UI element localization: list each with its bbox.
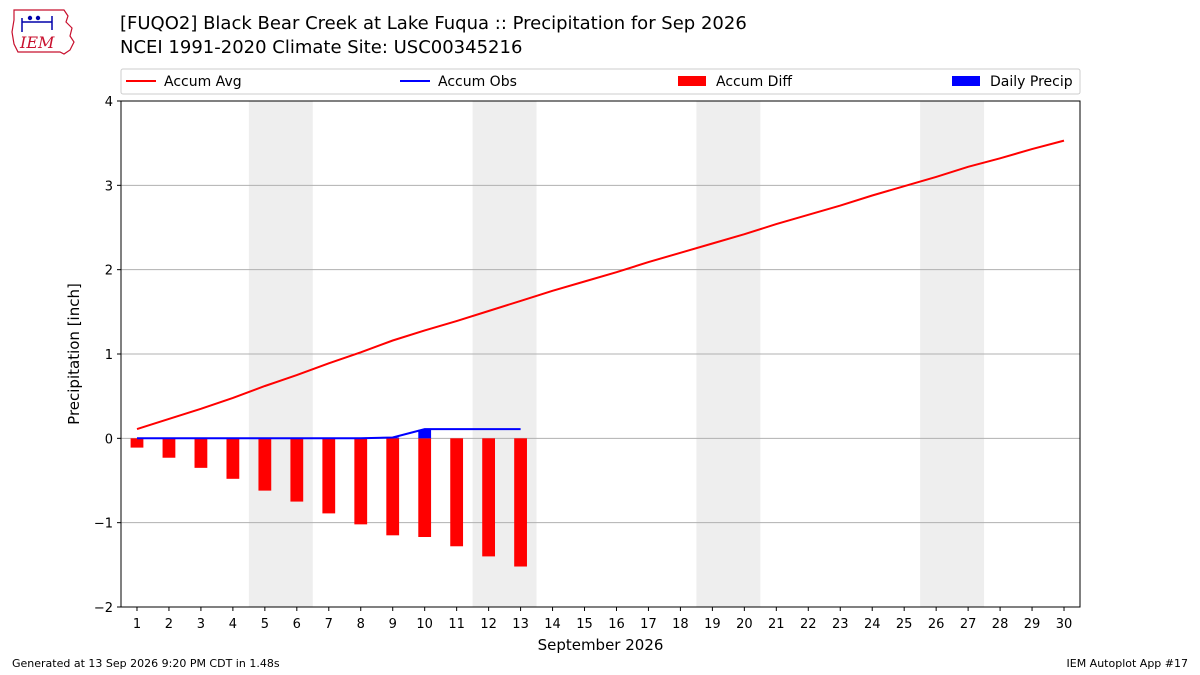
y-tick-label: 1 xyxy=(105,348,113,363)
x-tick-label: 18 xyxy=(672,617,689,632)
accum-diff-bar xyxy=(450,438,464,547)
y-tick-label: 2 xyxy=(105,264,113,279)
legend-label: Daily Precip xyxy=(990,74,1073,90)
accum-diff-bar xyxy=(386,438,400,536)
accum-diff-bar xyxy=(226,438,240,479)
accum-avg-line xyxy=(136,139,1065,431)
x-tick-label: 6 xyxy=(293,617,301,632)
y-tick-label: 0 xyxy=(105,432,113,447)
x-tick-label: 14 xyxy=(544,617,561,632)
x-tick-label: 16 xyxy=(608,617,625,632)
accum-obs-line xyxy=(137,428,521,440)
accum-diff-bar xyxy=(258,438,272,491)
x-tick-label: 5 xyxy=(261,617,269,632)
legend-box xyxy=(120,68,1081,95)
y-tick-label: 4 xyxy=(105,95,113,110)
legend-label: Accum Diff xyxy=(716,74,792,90)
x-tick-label: 8 xyxy=(357,617,365,632)
x-tick-label: 20 xyxy=(736,617,753,632)
chart-title: [FUQO2] Black Bear Creek at Lake Fuqua :… xyxy=(120,13,747,34)
accum-diff-bar xyxy=(290,438,304,502)
x-tick-label: 21 xyxy=(768,617,785,632)
logo-text: IEM xyxy=(19,33,55,52)
x-tick-label: 10 xyxy=(416,617,433,632)
legend-swatch xyxy=(952,76,980,86)
iem-logo: IEM xyxy=(11,9,75,55)
x-tick-label: 9 xyxy=(389,617,397,632)
x-tick-label: 26 xyxy=(928,617,945,632)
legend-label: Accum Avg xyxy=(164,74,242,90)
x-tick-label: 25 xyxy=(896,617,913,632)
x-tick-label: 7 xyxy=(325,617,333,632)
accum-diff-bar xyxy=(322,438,336,514)
accum-diff-bar xyxy=(354,438,368,525)
x-tick-label: 4 xyxy=(229,617,237,632)
x-tick-label: 27 xyxy=(960,617,977,632)
x-tick-label: 29 xyxy=(1024,617,1041,632)
x-tick-label: 23 xyxy=(832,617,849,632)
accum-diff-bar xyxy=(514,438,527,567)
daily-precip-bar xyxy=(386,437,400,439)
legend-swatch xyxy=(678,76,706,86)
accum-diff-bar xyxy=(482,438,496,557)
x-tick-label: 19 xyxy=(704,617,721,632)
plot-frame xyxy=(120,100,1081,608)
y-tick-label: −2 xyxy=(94,601,113,616)
x-axis-label: September 2026 xyxy=(538,636,664,654)
accum-diff-bar xyxy=(130,438,144,448)
x-tick-label: 2 xyxy=(165,617,173,632)
weekend-shade xyxy=(248,101,313,607)
app-note: IEM Autoplot App #17 xyxy=(1066,657,1189,670)
weekend-shade xyxy=(472,101,537,607)
x-tick-label: 1 xyxy=(133,617,141,632)
x-tick-label: 24 xyxy=(864,617,881,632)
legend-label: Accum Obs xyxy=(438,74,517,90)
x-tick-label: 28 xyxy=(992,617,1009,632)
x-tick-label: 3 xyxy=(197,617,205,632)
daily-precip-bar xyxy=(418,429,432,439)
x-tick-label: 12 xyxy=(480,617,497,632)
accum-diff-bar xyxy=(162,438,176,458)
x-tick-label: 17 xyxy=(640,617,657,632)
y-tick-label: 3 xyxy=(105,179,113,194)
chart-subtitle: NCEI 1991-2020 Climate Site: USC00345216 xyxy=(120,37,523,58)
y-tick-label: −1 xyxy=(94,517,113,532)
legend: Accum Avg Accum Obs Accum Diff Daily Precip xyxy=(120,68,1081,95)
y-axis-label: Precipitation [inch] xyxy=(65,283,83,425)
weekend-shade xyxy=(696,101,761,607)
x-tick-label: 22 xyxy=(800,617,817,632)
x-tick-label: 11 xyxy=(448,617,465,632)
x-tick-label: 15 xyxy=(576,617,593,632)
weekend-shade xyxy=(920,101,985,607)
x-tick-label: 13 xyxy=(512,617,529,632)
x-tick-label: 30 xyxy=(1056,617,1073,632)
generated-note: Generated at 13 Sep 2026 9:20 PM CDT in … xyxy=(12,657,280,670)
accum-diff-bar xyxy=(418,438,432,538)
accum-diff-bar xyxy=(194,438,208,468)
